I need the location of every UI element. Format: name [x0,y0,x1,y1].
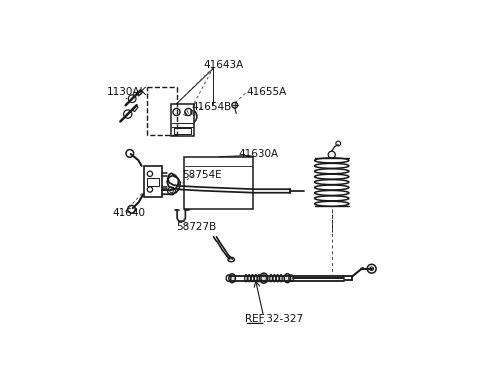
Ellipse shape [228,257,234,262]
Text: 41655A: 41655A [246,87,286,97]
Ellipse shape [279,275,282,282]
Ellipse shape [270,275,273,282]
Ellipse shape [229,274,235,283]
Ellipse shape [284,274,291,283]
Text: 41640: 41640 [112,208,145,218]
Ellipse shape [260,273,268,283]
Bar [144,166,162,197]
Bar [184,157,253,209]
Ellipse shape [254,275,257,282]
Ellipse shape [276,275,279,282]
Ellipse shape [258,275,260,282]
Polygon shape [132,105,138,112]
Text: 1130AK: 1130AK [107,87,147,97]
Bar [147,178,159,185]
Bar [174,128,191,134]
Ellipse shape [251,275,254,282]
Circle shape [232,102,238,108]
Bar [170,104,194,136]
Ellipse shape [245,275,247,282]
Text: 41643A: 41643A [203,60,243,70]
Polygon shape [137,90,143,96]
Text: 41630A: 41630A [239,149,279,159]
Text: REF.32-327: REF.32-327 [244,314,303,324]
Text: 58754E: 58754E [182,170,222,180]
Ellipse shape [273,275,276,282]
Text: 58727B: 58727B [177,222,217,232]
Ellipse shape [248,275,251,282]
Text: 41654B: 41654B [192,102,231,112]
